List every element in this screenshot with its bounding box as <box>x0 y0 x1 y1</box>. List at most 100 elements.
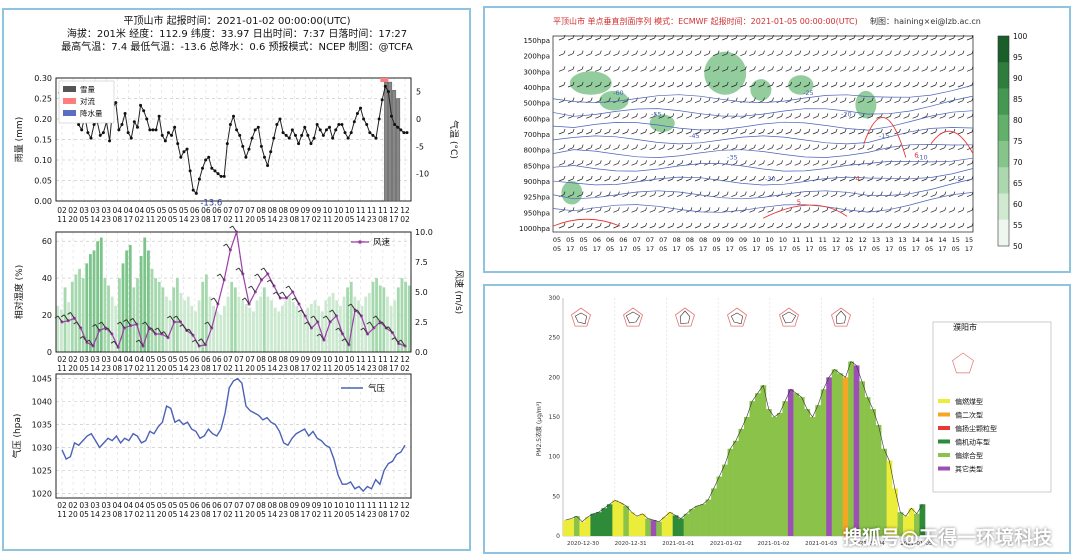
wind-barb-flag <box>926 97 928 101</box>
wind-barb <box>356 309 362 317</box>
humidity-bar <box>154 278 158 352</box>
wind-barb <box>213 297 219 305</box>
temperature-point <box>337 122 341 126</box>
wind-barb-flag <box>708 160 711 164</box>
wind-barb <box>785 194 791 197</box>
wind-barb-flag <box>871 222 874 227</box>
wind-barb <box>400 339 406 347</box>
humidity-bar <box>85 263 89 352</box>
wind-barb <box>595 131 601 135</box>
temperature-point <box>312 136 316 140</box>
x-tick-hour: 11 <box>323 215 333 224</box>
wind-barb-flag <box>772 160 774 164</box>
wind-barb <box>812 210 818 213</box>
level-label: 400hpa <box>523 84 550 92</box>
pm25-bar <box>837 373 844 536</box>
temperature-point <box>290 128 294 132</box>
wind-barb <box>803 210 809 213</box>
wind-barb <box>667 116 673 119</box>
x-tick-day: 07 <box>223 206 233 215</box>
x-tick-hour: 17 <box>212 364 222 373</box>
wind-barb-flag <box>844 128 847 133</box>
pm25-bar <box>645 518 652 536</box>
wind-barb <box>586 84 592 88</box>
wind-barb <box>849 131 855 135</box>
x-tick-hour: 17 <box>912 245 920 253</box>
wind-barb <box>912 210 918 213</box>
wind-barb <box>676 194 682 197</box>
x-tick-day: 02 <box>57 206 67 215</box>
temperature-point <box>374 136 378 140</box>
temperature-point <box>210 166 214 170</box>
wind-barb-flag <box>899 207 901 211</box>
wind-barb <box>948 194 954 197</box>
wind-barb <box>930 100 936 103</box>
wind-barb-flag <box>599 34 602 39</box>
wind-barb <box>658 37 664 41</box>
wind-barb-flag <box>67 311 71 315</box>
colorbar-label: 65 <box>1013 179 1023 188</box>
x-tick-day: 06 <box>212 501 222 510</box>
x-tick-hour: 17 <box>212 510 222 519</box>
wind-barb-flag <box>654 50 656 54</box>
wind-barb <box>957 131 964 135</box>
wind-barb <box>76 321 82 329</box>
wind-barb <box>577 116 583 119</box>
wind-barb-flag <box>763 207 765 211</box>
humidity-bar <box>396 287 400 352</box>
wind-barb-flag <box>853 113 856 117</box>
wind-barb <box>894 69 900 72</box>
wind-barb <box>300 309 306 317</box>
wind-barb <box>858 147 864 150</box>
temperature-point <box>228 122 232 126</box>
wind-barb <box>794 53 800 56</box>
wind-barb <box>126 319 132 326</box>
wind-barb <box>821 53 828 56</box>
wind-barb-flag <box>799 113 802 117</box>
temperature-point <box>256 125 260 129</box>
wind-barb <box>577 131 583 135</box>
y-tick-label: 300 <box>549 295 561 302</box>
wind-barb-flag <box>908 191 910 195</box>
x-tick-hour: 02 <box>400 510 410 519</box>
wind-barb <box>640 131 646 135</box>
wind-barb-flag <box>627 222 629 227</box>
humidity-bar <box>136 278 139 352</box>
wind-barb <box>939 194 945 197</box>
wind-barb <box>776 147 782 150</box>
wind-barb <box>849 69 855 72</box>
wind-barb-flag <box>618 144 620 148</box>
wind-barb-flag <box>123 319 127 323</box>
wind-barb <box>586 53 592 56</box>
profile-frame <box>552 35 974 233</box>
wind-barb-flag <box>790 128 792 133</box>
wind-barb-flag <box>210 297 215 301</box>
wind-barb-flag <box>944 191 947 195</box>
wind-barb-flag <box>690 207 693 211</box>
wind-barb <box>957 53 964 56</box>
wind-barb-flag <box>329 309 333 313</box>
humidity-bar <box>357 300 360 352</box>
wind-barb-flag <box>808 207 811 211</box>
x-tick-hour: 02 <box>223 215 233 224</box>
wind-barb <box>694 69 701 72</box>
wind-barb-flag <box>636 222 638 227</box>
wind-barb-flag <box>781 144 783 148</box>
temperature-point <box>262 155 266 159</box>
wind-barb-flag <box>654 34 656 39</box>
wind-barb-flag <box>853 128 856 133</box>
wind-barb-flag <box>908 113 910 117</box>
wind-barb-flag <box>563 128 566 133</box>
wind-barb <box>595 116 601 119</box>
temperature-point <box>315 122 319 126</box>
temperature-point <box>340 122 344 126</box>
temperature-point <box>77 122 81 126</box>
wind-barb-flag <box>790 175 792 180</box>
wind-barb <box>658 131 664 135</box>
wind-barb <box>839 69 846 72</box>
wind-barb-flag <box>926 191 928 195</box>
wind-barb <box>269 279 275 287</box>
wind-barb <box>803 53 809 56</box>
wind-barb <box>740 225 746 229</box>
temperature-contour-warm <box>762 204 848 219</box>
